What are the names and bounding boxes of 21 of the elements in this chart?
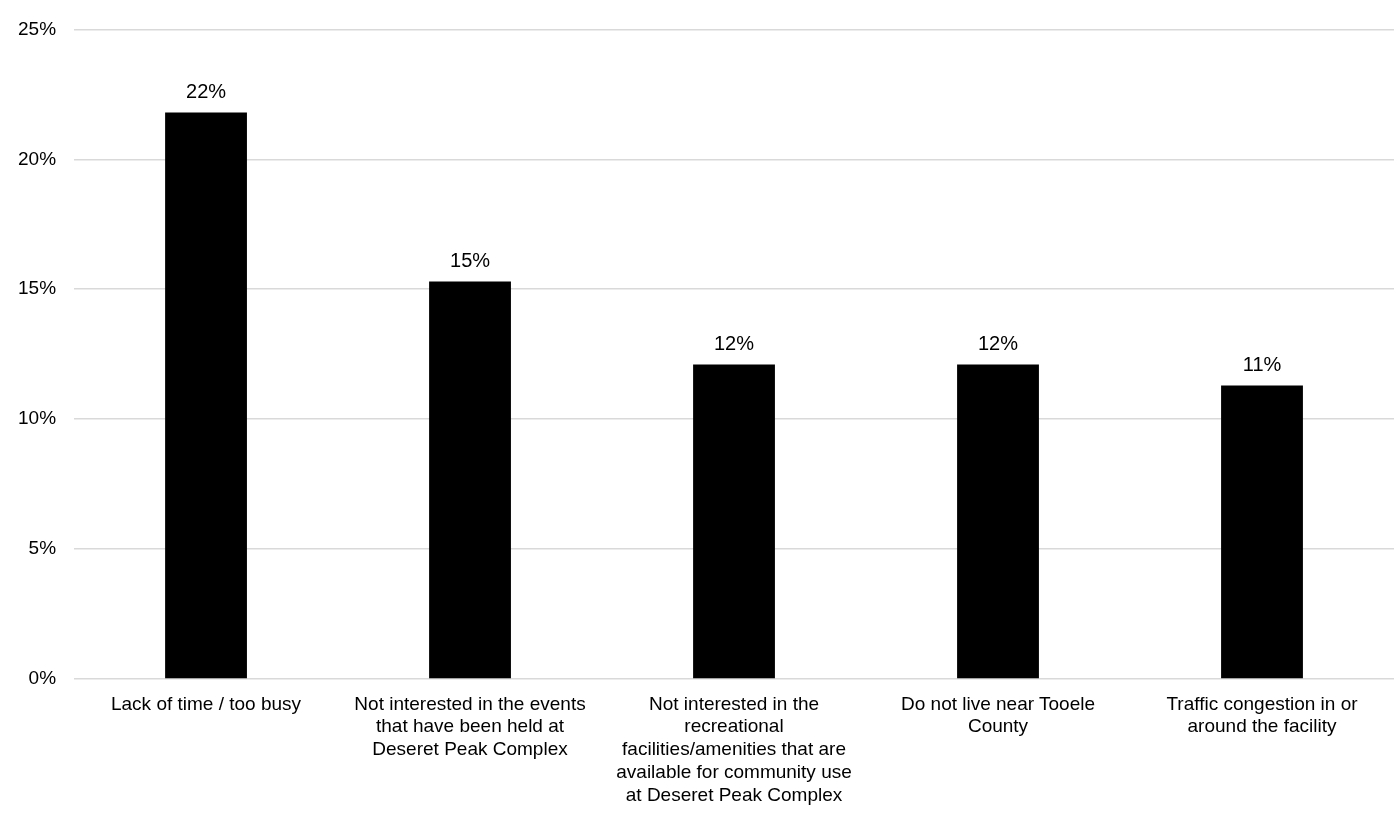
y-tick-label: 15% <box>18 277 57 299</box>
bar <box>957 364 1039 679</box>
bar <box>693 364 775 679</box>
x-tick-label: Lack of time / too busy <box>110 692 302 714</box>
data-label: 11% <box>1242 352 1282 375</box>
data-label: 12% <box>714 332 755 355</box>
bar <box>165 112 247 679</box>
y-tick-label: 25% <box>18 17 57 39</box>
data-label: 12% <box>977 332 1019 355</box>
bar <box>1221 385 1303 679</box>
y-tick-label: 20% <box>18 147 57 169</box>
y-tick-label: 0% <box>28 667 57 689</box>
x-tick-label: Traffic congestion in or around the facility <box>1166 692 1359 737</box>
x-tick-label: Not interested in the recreational facilities/amenities that are available for community use at Deseret Peak Complex <box>616 692 852 805</box>
y-tick-label: 5% <box>28 537 57 559</box>
bar <box>429 281 511 679</box>
x-tick-label: Not interested in the events that have been held at Deseret Peak Complex <box>354 692 586 760</box>
data-label: 22% <box>186 80 227 103</box>
y-tick-label: 10% <box>18 407 57 429</box>
x-tick-label: Do not live near Tooele County <box>901 692 1096 737</box>
data-label: 15% <box>450 248 491 271</box>
